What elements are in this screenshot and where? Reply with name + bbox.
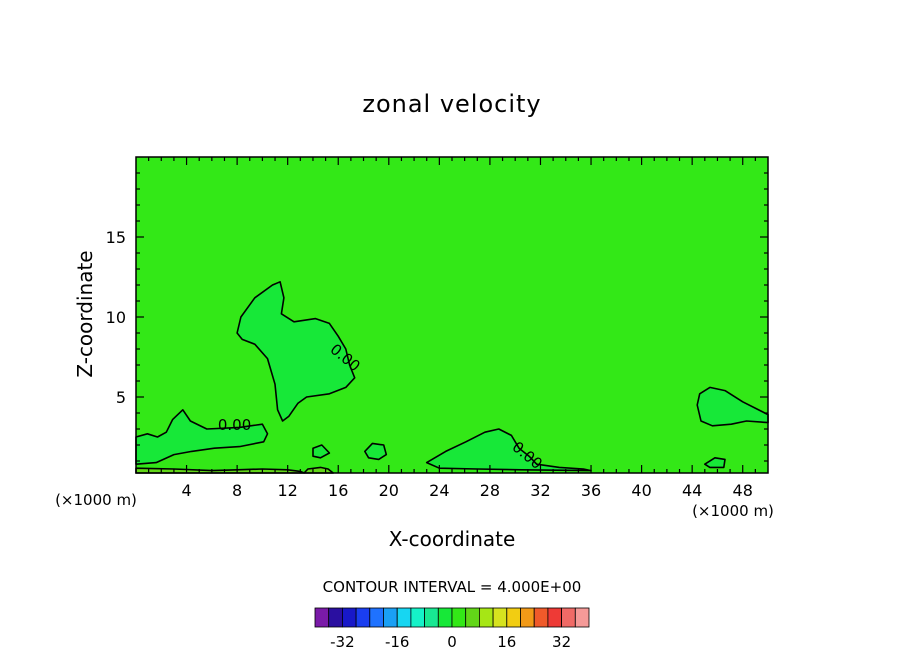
x-tick-label: 44 <box>682 481 702 500</box>
colorbar-tick-label: -16 <box>385 633 410 651</box>
contour-region-positive <box>236 281 356 422</box>
colorbar-tick-label: 0 <box>447 633 457 651</box>
contour-interval-label: CONTOUR INTERVAL = 4.000E+00 <box>323 578 582 596</box>
colorbar-swatch <box>410 607 425 628</box>
field-background <box>136 157 768 473</box>
y-tick-label: 5 <box>116 388 126 407</box>
colorbar-swatch <box>561 607 576 628</box>
x-tick-label: 8 <box>232 481 242 500</box>
colorbar-swatch <box>465 607 480 628</box>
colorbar-swatch <box>437 607 453 628</box>
contour-region-positive <box>704 457 726 469</box>
x-axis-label: X-coordinate <box>389 527 516 551</box>
colorbar-tick-label: 16 <box>497 633 516 651</box>
colorbar-swatch <box>383 607 398 628</box>
contour-region-positive <box>364 442 388 461</box>
colorbar-swatch <box>574 607 590 628</box>
chart-title: zonal velocity <box>362 90 541 118</box>
colorbar-tick-label: 32 <box>552 633 571 651</box>
colorbar-swatch <box>355 607 371 628</box>
x-units-left: (×1000 m) <box>55 491 137 509</box>
x-tick-label: 40 <box>631 481 651 500</box>
x-axis-ticks: 4 8 12 16 20 24 28 32 36 40 44 48 <box>148 157 756 500</box>
y-axis-label: Z-coordinate <box>73 250 97 377</box>
contour-region-positive <box>425 428 592 472</box>
colorbar-swatch <box>369 607 384 628</box>
contour-region-positive <box>135 409 269 465</box>
contour-field: 0.000.000.00 <box>135 157 769 474</box>
y-axis-ticks: 5 10 15 <box>106 172 768 462</box>
colorbar-swatch <box>520 607 535 628</box>
colorbar-swatch <box>314 607 330 628</box>
colorbar-tick-label: -32 <box>330 633 355 651</box>
x-units-right: (×1000 m) <box>692 502 774 520</box>
colorbar-swatch <box>478 607 494 628</box>
x-tick-label: 24 <box>429 481 449 500</box>
y-tick-label: 10 <box>106 308 126 327</box>
x-tick-label: 36 <box>581 481 601 500</box>
x-tick-label: 20 <box>379 481 399 500</box>
colorbar-swatch <box>328 607 343 628</box>
colorbar-swatch <box>341 607 357 628</box>
contour-label: 0.00 <box>218 416 251 434</box>
x-tick-label: 32 <box>530 481 550 500</box>
contour-region-positive <box>312 444 331 459</box>
colorbar-swatch <box>424 607 439 628</box>
y-tick-label: 15 <box>106 228 126 247</box>
colorbar-swatch <box>451 607 467 628</box>
x-tick-label: 48 <box>733 481 753 500</box>
colorbar-swatch <box>396 607 412 628</box>
colorbar <box>314 607 590 628</box>
x-tick-label: 12 <box>278 481 298 500</box>
colorbar-swatch <box>533 607 549 628</box>
colorbar-swatch <box>492 607 508 628</box>
x-tick-label: 4 <box>181 481 191 500</box>
x-tick-label: 16 <box>328 481 348 500</box>
colorbar-swatch <box>506 607 521 628</box>
x-tick-label: 28 <box>480 481 500 500</box>
colorbar-tick-labels: -32 -16 0 16 32 <box>330 633 571 651</box>
colorbar-swatch <box>547 607 563 628</box>
